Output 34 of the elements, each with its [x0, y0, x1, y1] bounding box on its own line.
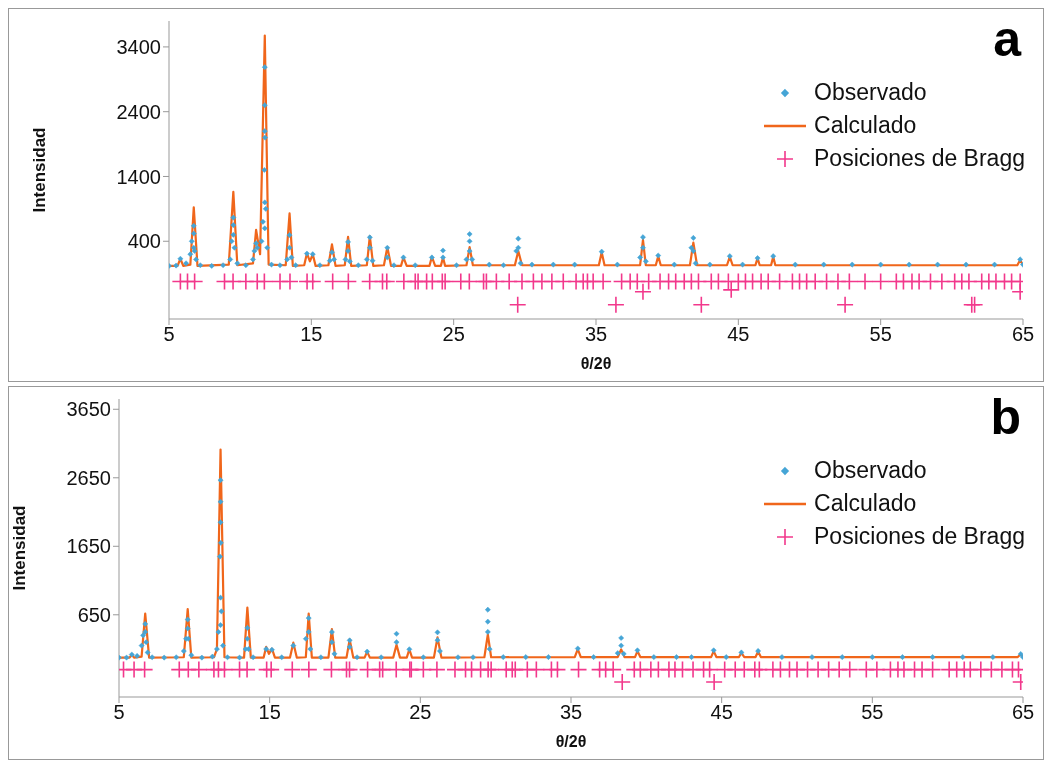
legend-label: Posiciones de Bragg: [814, 145, 1025, 172]
x-tick-label: 45: [727, 323, 750, 346]
x-tick-label: 55: [869, 323, 892, 346]
x-tick-label: 15: [300, 323, 323, 346]
x-tick-label: 65: [1011, 701, 1035, 724]
legend-label: Calculado: [814, 490, 917, 517]
y-tick-label: 400: [127, 230, 161, 253]
y-tick-label: 3400: [116, 36, 161, 59]
legend-label: Observado: [814, 457, 927, 484]
legend-label: Observado: [814, 79, 927, 106]
x-tick-label: 5: [163, 323, 175, 346]
y-tick-label: 2650: [66, 466, 111, 489]
x-tick-label: 55: [861, 701, 884, 724]
x-tick-label: 35: [559, 701, 583, 724]
y-axis-title: Intensidad: [30, 127, 50, 213]
legend-label: Calculado: [814, 112, 917, 139]
x-tick-label: 65: [1011, 323, 1035, 346]
x-axis-title: θ/2θ: [555, 733, 587, 750]
y-axis-title: Intensidad: [10, 505, 30, 591]
x-tick-label: 15: [258, 701, 281, 724]
x-axis-title: θ/2θ: [580, 355, 612, 372]
x-tick-label: 5: [113, 701, 125, 724]
y-tick-label: 1400: [116, 165, 161, 188]
x-tick-label: 45: [710, 701, 733, 724]
x-tick-label: 25: [409, 701, 432, 724]
y-tick-label: 3650: [66, 398, 111, 421]
x-tick-label: 35: [584, 323, 608, 346]
legend-label: Posiciones de Bragg: [814, 523, 1025, 550]
y-tick-label: 650: [77, 603, 111, 626]
x-tick-label: 25: [442, 323, 465, 346]
y-tick-label: 1650: [66, 535, 111, 558]
y-tick-label: 2400: [116, 100, 161, 123]
annotation: a: [993, 11, 1021, 67]
annotation: b: [990, 389, 1021, 445]
